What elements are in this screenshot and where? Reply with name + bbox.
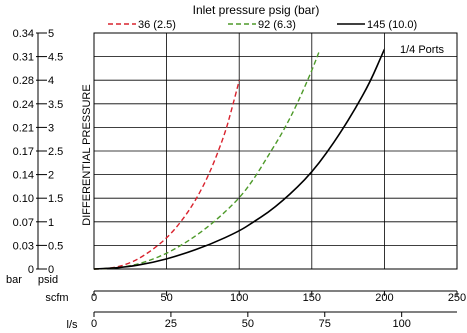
y-tick-label-psid: 5 xyxy=(48,28,54,40)
y-tick-label-bar: 0.34 xyxy=(13,28,34,40)
legend: 36 (2.5) 92 (6.3) 145 (10.0) xyxy=(108,19,417,31)
legend-label-1: 92 (6.3) xyxy=(258,19,296,31)
y-axis-label: DIFFERENTIAL PRESSURE xyxy=(81,84,93,225)
x-tick-label-scfm: 250 xyxy=(448,292,466,304)
y-tick-label-psid: 4.5 xyxy=(48,52,63,64)
y-tick-label-bar: 0.03 xyxy=(13,240,34,252)
y-tick-label-psid: 3.5 xyxy=(48,99,63,111)
y-tick-label-psid: 2.5 xyxy=(48,146,63,158)
y-tick-label-bar: 0.21 xyxy=(13,122,34,134)
y-tick-label-bar: 0.28 xyxy=(13,75,34,87)
y-tick-label-bar: 0.31 xyxy=(13,52,34,64)
series-line-1 xyxy=(94,52,319,269)
y-unit-bar: bar xyxy=(6,274,22,286)
y-tick-label-psid: 2 xyxy=(48,170,54,182)
x-unit-scfm: scfm xyxy=(45,292,68,304)
y-tick-label-psid: 1.5 xyxy=(48,193,63,205)
y-tick-label-bar: 0.17 xyxy=(13,146,34,158)
x-tick-label-scfm: 150 xyxy=(303,292,321,304)
x-tick-label-ls: 100 xyxy=(392,318,410,330)
chart-title: Inlet pressure psig (bar) xyxy=(193,3,320,17)
x-tick-label-scfm: 100 xyxy=(230,292,248,304)
annotation-ports: 1/4 Ports xyxy=(400,44,445,56)
y-tick-label-bar: 0.10 xyxy=(13,193,34,205)
x-tick-label-scfm: 50 xyxy=(160,292,172,304)
y-tick-label-bar: 0.24 xyxy=(13,99,34,111)
y-tick-label-bar: 0 xyxy=(28,264,34,276)
y-tick-label-bar: 0.14 xyxy=(13,170,34,182)
x-tick-label-ls: 50 xyxy=(242,318,254,330)
y-tick-label-psid: 1 xyxy=(48,217,54,229)
x-tick-label-ls: 0 xyxy=(91,318,97,330)
x-tick-label-scfm: 0 xyxy=(91,292,97,304)
x-unit-ls: l/s xyxy=(67,319,79,331)
legend-label-2: 145 (10.0) xyxy=(367,19,417,31)
x-tick-label-scfm: 200 xyxy=(375,292,393,304)
x-axis-ticks: 0 50 100 150 200 250 0 25 50 75 100 xyxy=(91,291,466,330)
grid xyxy=(94,33,457,269)
y-unit-psid: psid xyxy=(38,274,58,286)
y-tick-label-psid: 4 xyxy=(48,75,54,87)
y-tick-label-psid: 0.5 xyxy=(48,240,63,252)
y-axis-ticks: 000.50.0310.071.50.1020.142.50.1730.213.… xyxy=(13,28,64,276)
legend-label-0: 36 (2.5) xyxy=(138,19,176,31)
x-tick-label-ls: 75 xyxy=(319,318,331,330)
y-tick-label-bar: 0.07 xyxy=(13,217,34,229)
x-tick-label-ls: 25 xyxy=(165,318,177,330)
y-tick-label-psid: 3 xyxy=(48,122,54,134)
